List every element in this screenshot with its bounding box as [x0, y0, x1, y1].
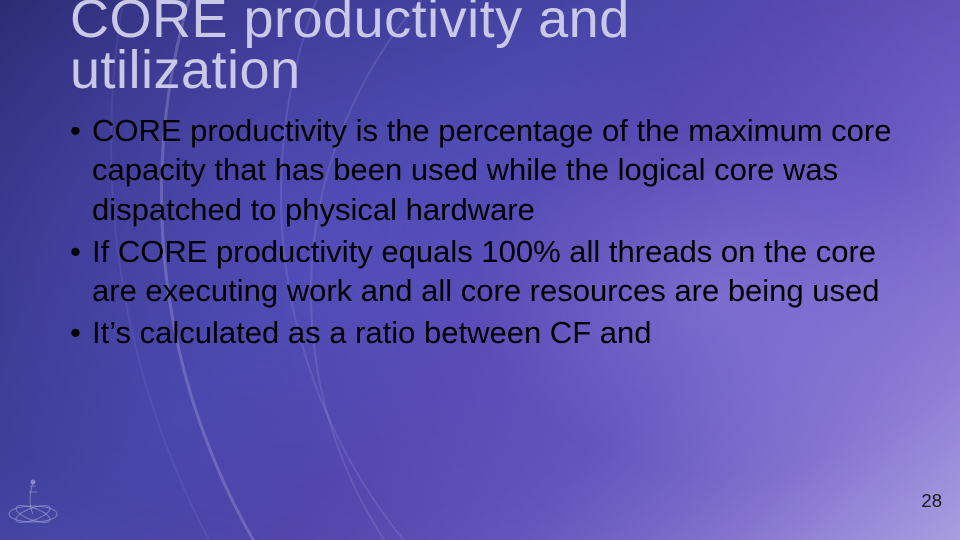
slide-title-line2: utilization: [70, 45, 920, 96]
bullet-item: CORE productivity is the percentage of t…: [70, 111, 920, 230]
slide-title: CORE productivity and utilization: [70, 0, 920, 97]
bullet-list: CORE productivity is the percentage of t…: [70, 111, 920, 353]
page-number: 28: [921, 490, 942, 512]
bullet-text: It’s calculated as a ratio between CF an…: [92, 315, 651, 350]
bullet-item: It’s calculated as a ratio between CF an…: [70, 313, 920, 353]
slide-body: CORE productivity is the percentage of t…: [70, 111, 920, 353]
bullet-text: CORE productivity is the percentage of t…: [92, 113, 891, 227]
bullet-text: If CORE productivity equals 100% all thr…: [92, 234, 880, 309]
bullet-item: If CORE productivity equals 100% all thr…: [70, 232, 920, 311]
corner-decoration-icon: [6, 474, 60, 528]
slide: CORE productivity and utilization CORE p…: [0, 0, 960, 534]
